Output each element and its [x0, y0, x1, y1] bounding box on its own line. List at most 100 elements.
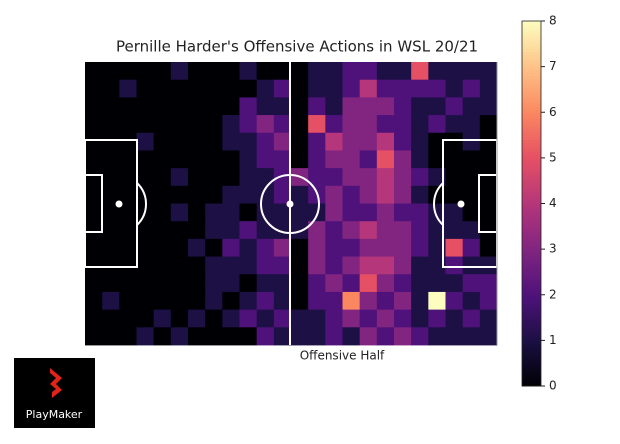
cell [428, 256, 446, 275]
cell [308, 327, 326, 346]
cell [428, 150, 446, 169]
cell [325, 79, 343, 98]
cell [170, 79, 189, 98]
cell [239, 203, 258, 222]
colorbar-swatch [522, 349, 541, 354]
cell [256, 79, 275, 98]
cell [445, 291, 464, 311]
cell [222, 238, 240, 257]
cell [119, 309, 137, 328]
colorbar-swatch [522, 221, 541, 226]
colorbar-swatch [522, 209, 541, 214]
cell [153, 79, 172, 98]
cell [359, 97, 378, 116]
cell [188, 274, 206, 293]
colorbar-swatch [522, 121, 541, 125]
cell [205, 62, 223, 81]
colorbar-swatch [522, 255, 541, 259]
cell [85, 291, 103, 311]
cell [411, 291, 429, 311]
cell [462, 185, 481, 204]
cell [205, 115, 223, 134]
cell [359, 62, 378, 81]
cell [411, 327, 429, 346]
colorbar-swatch [522, 21, 541, 25]
cell [256, 115, 275, 134]
cell [188, 327, 206, 346]
cell [325, 309, 343, 328]
colorbar-swatch [522, 313, 541, 317]
cell [170, 327, 189, 346]
cell [222, 327, 240, 346]
colorbar-swatch [522, 306, 541, 311]
cell [308, 274, 326, 293]
colorbar-swatch [522, 379, 541, 384]
colorbar-swatch [522, 154, 541, 159]
colorbar-swatch [522, 72, 541, 77]
cell [376, 97, 395, 116]
colorbar-swatch [522, 109, 541, 113]
cell [411, 79, 429, 98]
colorbar-swatch [522, 227, 541, 232]
colorbar-swatch [522, 325, 541, 329]
cell [359, 274, 378, 293]
colorbar-swatch [522, 358, 541, 363]
cell [308, 150, 326, 169]
colorbar-swatch [522, 151, 541, 156]
cell [188, 309, 206, 328]
logo: PlayMaker [14, 358, 95, 428]
cell [428, 203, 446, 222]
cell [308, 221, 326, 240]
colorbar-tick-label: 3 [549, 242, 557, 256]
cell [394, 97, 412, 116]
cell [273, 327, 292, 346]
cell [153, 327, 172, 346]
cell [188, 62, 206, 81]
cell [119, 238, 137, 257]
cell [136, 256, 155, 275]
cell [188, 168, 206, 187]
cell [85, 97, 103, 116]
colorbar-swatch [522, 173, 541, 177]
colorbar-swatch [522, 240, 541, 244]
colorbar-swatch [522, 185, 541, 189]
cell [273, 203, 292, 222]
cell [119, 79, 137, 98]
cell [102, 291, 120, 311]
colorbar-swatch [522, 364, 541, 369]
cell [394, 238, 412, 257]
cell [342, 168, 361, 187]
cell [170, 203, 189, 222]
colorbar-swatch [522, 316, 541, 320]
cell [170, 150, 189, 169]
cell [342, 115, 361, 134]
cell [170, 132, 189, 151]
cell [153, 97, 172, 116]
cell [239, 327, 258, 346]
colorbar-swatch [522, 54, 541, 58]
logo-mark [50, 368, 62, 398]
cell [102, 185, 120, 204]
cell [342, 221, 361, 240]
cell [273, 79, 292, 98]
colorbar-swatch [522, 249, 541, 253]
cell [411, 185, 429, 204]
cell [411, 62, 429, 81]
cell [85, 238, 103, 257]
colorbar-swatch [522, 57, 541, 62]
cell [479, 309, 498, 328]
colorbar-swatch [522, 233, 541, 238]
cell [153, 203, 172, 222]
cell [136, 132, 155, 151]
colorbar-swatch [522, 33, 541, 37]
colorbar-swatch [522, 45, 541, 49]
cell [205, 132, 223, 151]
cell [479, 97, 498, 116]
cell [359, 203, 378, 222]
cell [359, 168, 378, 187]
cell [188, 203, 206, 222]
cell [308, 256, 326, 275]
cell [273, 115, 292, 134]
cell [394, 309, 412, 328]
cell [256, 291, 275, 311]
